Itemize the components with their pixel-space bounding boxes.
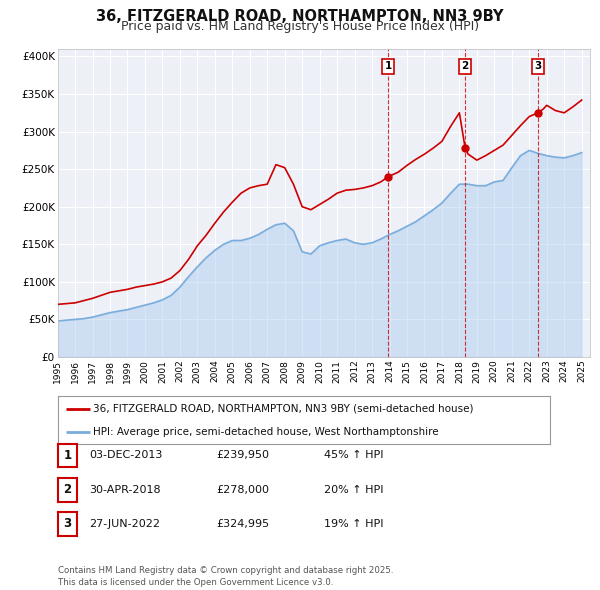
- Text: 36, FITZGERALD ROAD, NORTHAMPTON, NN3 9BY: 36, FITZGERALD ROAD, NORTHAMPTON, NN3 9B…: [96, 9, 504, 24]
- Text: £278,000: £278,000: [216, 485, 269, 494]
- Text: 3: 3: [64, 517, 71, 530]
- Text: £324,995: £324,995: [216, 519, 269, 529]
- Text: Price paid vs. HM Land Registry's House Price Index (HPI): Price paid vs. HM Land Registry's House …: [121, 20, 479, 33]
- Text: 27-JUN-2022: 27-JUN-2022: [89, 519, 160, 529]
- Text: 03-DEC-2013: 03-DEC-2013: [89, 451, 162, 460]
- Text: 1: 1: [385, 61, 392, 71]
- Text: 20% ↑ HPI: 20% ↑ HPI: [324, 485, 383, 494]
- Text: 30-APR-2018: 30-APR-2018: [89, 485, 160, 494]
- Text: 45% ↑ HPI: 45% ↑ HPI: [324, 451, 383, 460]
- Text: 36, FITZGERALD ROAD, NORTHAMPTON, NN3 9BY (semi-detached house): 36, FITZGERALD ROAD, NORTHAMPTON, NN3 9B…: [93, 404, 473, 414]
- Text: 2: 2: [461, 61, 469, 71]
- Text: 19% ↑ HPI: 19% ↑ HPI: [324, 519, 383, 529]
- Text: £239,950: £239,950: [216, 451, 269, 460]
- Text: 1: 1: [64, 449, 71, 462]
- Text: HPI: Average price, semi-detached house, West Northamptonshire: HPI: Average price, semi-detached house,…: [93, 427, 439, 437]
- Text: 2: 2: [64, 483, 71, 496]
- Text: Contains HM Land Registry data © Crown copyright and database right 2025.
This d: Contains HM Land Registry data © Crown c…: [58, 566, 393, 587]
- Text: 3: 3: [534, 61, 541, 71]
